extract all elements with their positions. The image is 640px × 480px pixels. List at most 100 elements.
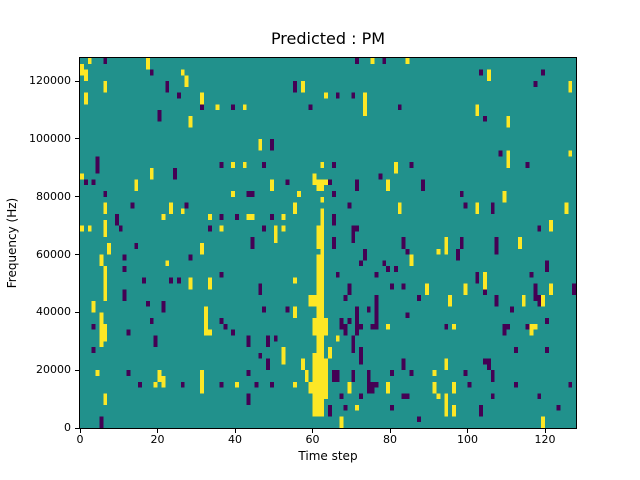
heatmap-cell: [180, 208, 185, 215]
heatmap-cell: [269, 179, 274, 191]
y-tick: [75, 80, 79, 82]
heatmap-cell: [87, 58, 92, 64]
heatmap-cell: [514, 347, 518, 353]
heatmap-cell: [331, 162, 336, 168]
heatmap-cell: [324, 358, 328, 400]
heatmap-cell: [448, 295, 452, 307]
y-tick: [75, 196, 79, 198]
heatmap-cell: [207, 225, 212, 232]
heatmap-cell: [281, 214, 286, 220]
plot-area: [79, 57, 577, 429]
heatmap-cell: [180, 381, 185, 388]
heatmap-cell: [421, 179, 425, 191]
heatmap-cell: [281, 347, 286, 365]
heatmap-cell: [300, 81, 305, 93]
heatmap-cell: [386, 381, 390, 394]
heatmap-cell: [207, 277, 212, 290]
x-tick: [234, 429, 236, 433]
heatmap-cell: [95, 370, 100, 376]
heatmap-cell: [262, 306, 266, 313]
heatmap-cell: [339, 393, 344, 400]
heatmap-cell: [533, 323, 538, 330]
heatmap-cell: [490, 393, 495, 400]
heatmap-cell: [545, 318, 549, 324]
heatmap-cell: [169, 277, 173, 284]
heatmap-cell: [374, 306, 379, 324]
heatmap-cell: [390, 370, 394, 376]
heatmap-cell: [409, 370, 414, 376]
heatmap-cell: [401, 283, 406, 290]
heatmap-cell: [103, 277, 108, 301]
heatmap-cell: [324, 92, 328, 99]
heatmap-cell: [541, 69, 545, 76]
heatmap-cell: [219, 318, 224, 324]
heatmap-cell: [273, 335, 278, 342]
heatmap-cell: [207, 329, 212, 336]
heatmap-cell: [312, 352, 317, 417]
heatmap-cell: [401, 393, 406, 400]
heatmap-cell: [390, 283, 394, 290]
heatmap-cell: [258, 352, 263, 359]
heatmap-cell: [165, 81, 170, 93]
heatmap-cell: [506, 150, 511, 168]
heatmap-cell: [103, 202, 108, 215]
heatmap-cell: [351, 370, 356, 382]
heatmap-cell: [87, 225, 92, 232]
heatmap-cell: [548, 219, 553, 232]
heatmap-cell: [483, 271, 487, 290]
heatmap-cell: [235, 214, 239, 220]
heatmap-cell: [223, 323, 228, 330]
heatmap-cell: [266, 358, 270, 371]
heatmap-cell: [459, 237, 464, 249]
heatmap-cell: [405, 58, 410, 64]
y-tick: [75, 254, 79, 256]
heatmap-cell: [149, 69, 154, 76]
x-tick: [544, 429, 546, 433]
heatmap-cell: [335, 335, 340, 342]
heatmap-cell: [293, 381, 297, 388]
heatmap-cell: [378, 173, 383, 180]
heatmap-cell: [374, 295, 379, 307]
heatmap-cell: [293, 202, 297, 215]
heatmap-cell: [118, 225, 123, 232]
heatmap-cell: [564, 202, 569, 215]
heatmap-cell: [397, 202, 402, 215]
heatmap-cell: [293, 306, 297, 319]
heatmap-cell: [459, 190, 464, 197]
heatmap-cell: [130, 202, 135, 209]
heatmap-cell: [250, 190, 255, 197]
heatmap-cell: [269, 381, 274, 388]
heatmap-cell: [393, 266, 398, 272]
x-tick-label: 80: [383, 433, 397, 446]
heatmap-cell: [548, 283, 553, 296]
y-tick-label: 0: [64, 421, 71, 434]
heatmap-cell: [533, 81, 538, 87]
heatmap-cell: [417, 295, 421, 301]
heatmap-cell: [304, 370, 309, 382]
heatmap-cell: [246, 370, 251, 376]
heatmap-cell: [134, 179, 139, 191]
heatmap-cell: [250, 214, 255, 220]
heatmap-cell: [103, 266, 108, 278]
heatmap-cell: [537, 295, 542, 307]
heatmap-cell: [475, 104, 480, 116]
heatmap-cell: [444, 237, 449, 255]
heatmap-cell: [184, 202, 189, 209]
heatmap-cell: [343, 295, 348, 301]
heatmap-cell: [374, 323, 379, 330]
heatmap-cell: [320, 162, 325, 168]
heatmap-cell: [351, 335, 356, 353]
heatmap-cell: [312, 318, 317, 336]
heatmap-cell: [219, 381, 224, 388]
x-tick-label: 100: [457, 433, 478, 446]
heatmap-cell: [200, 92, 204, 105]
heatmap-cell: [355, 306, 359, 336]
heatmap-cell: [335, 92, 340, 99]
x-tick-label: 0: [76, 433, 84, 446]
heatmap-cell: [362, 248, 367, 261]
heatmap-cell: [347, 283, 352, 296]
heatmap-cell: [463, 370, 468, 376]
heatmap-cell: [219, 214, 224, 220]
heatmap-cell: [219, 225, 224, 232]
heatmap-cell: [405, 312, 410, 319]
